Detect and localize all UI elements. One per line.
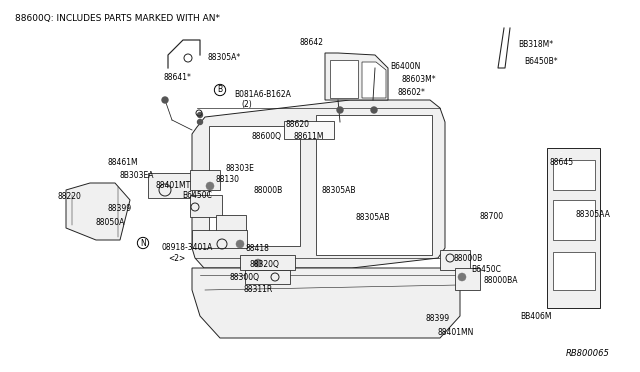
Text: 88600Q: 88600Q [252, 132, 282, 141]
Text: 8B303EA: 8B303EA [120, 171, 154, 180]
Polygon shape [553, 252, 595, 290]
Text: 88418: 88418 [246, 244, 270, 253]
Polygon shape [362, 62, 386, 98]
Bar [190, 170, 220, 190]
Text: B6400N: B6400N [390, 62, 420, 71]
Circle shape [254, 259, 262, 267]
Text: B6450C: B6450C [471, 265, 501, 274]
Text: 88401MT: 88401MT [155, 181, 190, 190]
Text: 88220: 88220 [57, 192, 81, 201]
Bar [240, 255, 295, 270]
Polygon shape [553, 200, 595, 240]
Text: BB406M: BB406M [520, 312, 552, 321]
Circle shape [236, 240, 244, 248]
Bar [440, 250, 470, 270]
Text: 88300Q: 88300Q [230, 273, 260, 282]
Bar [455, 268, 480, 290]
Circle shape [371, 107, 377, 113]
Text: 08918-3401A: 08918-3401A [161, 243, 212, 252]
Text: (2): (2) [241, 100, 252, 109]
Text: B: B [218, 86, 223, 94]
Text: 88399: 88399 [426, 314, 450, 323]
Text: BB318M*: BB318M* [518, 40, 553, 49]
Text: 88303E: 88303E [226, 164, 255, 173]
Bar [148, 173, 192, 198]
Text: 88305A*: 88305A* [208, 53, 241, 62]
Text: 88399: 88399 [107, 204, 131, 213]
Polygon shape [66, 183, 130, 240]
Text: RB800065: RB800065 [566, 349, 610, 358]
Text: 88645: 88645 [550, 158, 574, 167]
Text: 88130: 88130 [216, 175, 240, 184]
Bar [192, 230, 247, 248]
Text: B6450C: B6450C [182, 191, 212, 200]
Text: 88401MN: 88401MN [437, 328, 474, 337]
Text: 88305AA: 88305AA [576, 210, 611, 219]
Text: 88620: 88620 [286, 120, 310, 129]
Text: 88000BA: 88000BA [484, 276, 518, 285]
Polygon shape [192, 100, 445, 268]
Polygon shape [553, 160, 595, 190]
Circle shape [162, 97, 168, 103]
Text: 88641*: 88641* [163, 73, 191, 82]
Polygon shape [192, 268, 460, 338]
Bar [216, 215, 246, 233]
Circle shape [458, 273, 466, 281]
Polygon shape [209, 126, 300, 246]
Text: 88050A: 88050A [96, 218, 125, 227]
FancyBboxPatch shape [284, 121, 334, 139]
Polygon shape [330, 60, 358, 98]
Text: N: N [140, 238, 146, 247]
Text: 88611M: 88611M [294, 132, 324, 141]
Text: 88305AB: 88305AB [322, 186, 356, 195]
Polygon shape [325, 53, 388, 100]
Polygon shape [547, 148, 600, 308]
Text: 88000B: 88000B [254, 186, 284, 195]
Text: 88602*: 88602* [397, 88, 425, 97]
Circle shape [206, 182, 214, 190]
Text: 88600Q: INCLUDES PARTS MARKED WITH AN*: 88600Q: INCLUDES PARTS MARKED WITH AN* [15, 14, 220, 23]
Polygon shape [316, 115, 432, 255]
Text: 88305AB: 88305AB [356, 213, 390, 222]
Text: 88700: 88700 [480, 212, 504, 221]
Circle shape [337, 107, 343, 113]
Text: 88645: 88645 [560, 152, 564, 153]
Circle shape [198, 112, 202, 118]
Text: 88000B: 88000B [454, 254, 483, 263]
Text: <2>: <2> [168, 254, 185, 263]
Text: 88461M: 88461M [107, 158, 138, 167]
Text: 88311R: 88311R [244, 285, 273, 294]
Text: 88603M*: 88603M* [402, 75, 436, 84]
Text: 88320Q: 88320Q [249, 260, 279, 269]
Circle shape [198, 119, 202, 125]
Text: B081A6-B162A: B081A6-B162A [234, 90, 291, 99]
Bar [190, 195, 222, 217]
Text: 88642: 88642 [299, 38, 323, 47]
Text: B6450B*: B6450B* [524, 57, 557, 66]
Bar [245, 270, 290, 284]
